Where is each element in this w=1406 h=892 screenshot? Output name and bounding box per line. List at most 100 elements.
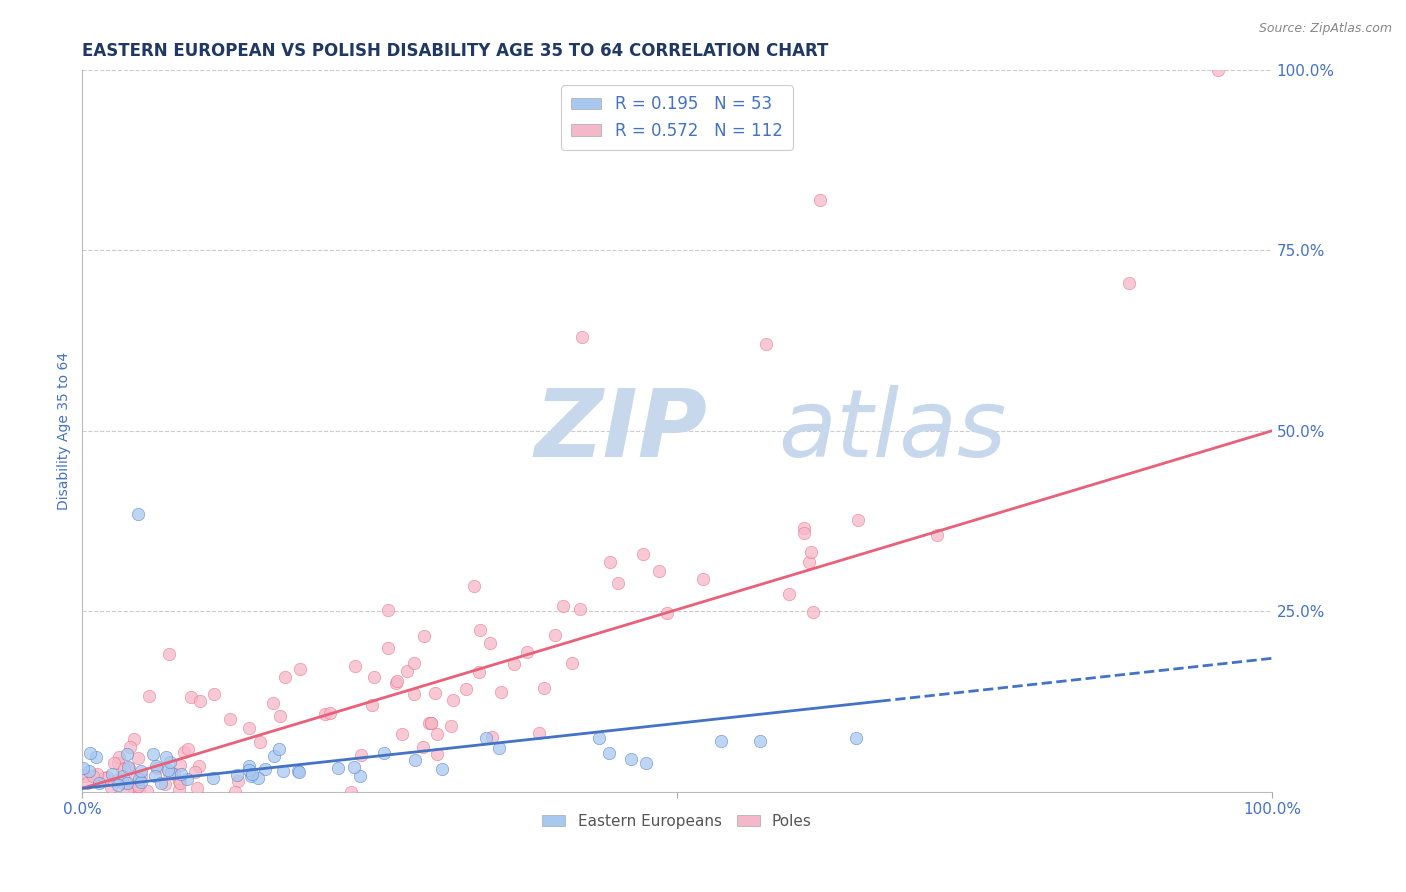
Point [588,731,610,745]
Point [360,698,382,713]
Point [187,758,209,772]
Point [173,745,195,759]
Point [101,767,124,781]
Point [186,780,208,795]
Point [269,708,291,723]
Point [72,761,94,775]
Point [163,766,186,780]
Point [157,764,180,778]
Point [115,776,138,790]
Point [118,739,141,754]
Legend: Eastern Europeans, Poles: Eastern Europeans, Poles [536,807,818,835]
Point [169,776,191,790]
Point [423,685,446,699]
Point [363,670,385,684]
Point [373,746,395,760]
Point [224,785,246,799]
Point [169,758,191,772]
Point [467,665,489,679]
Point [319,706,342,720]
Point [111,776,134,790]
Point [121,779,143,793]
Point [263,748,285,763]
Point [122,732,145,747]
Point [404,753,426,767]
Point [527,726,550,740]
Point [127,779,149,793]
Point [249,735,271,749]
Point [402,687,425,701]
Point [125,772,148,786]
Point [808,193,831,207]
Point [159,755,181,769]
Point [128,784,150,798]
Point [516,645,538,659]
Point [93,771,115,785]
Point [142,747,165,761]
Text: Source: ZipAtlas.com: Source: ZipAtlas.com [1258,22,1392,36]
Point [620,752,643,766]
Point [412,740,434,755]
Point [533,681,555,695]
Point [86,766,108,780]
Point [420,716,443,731]
Point [488,741,510,756]
Point [82,769,104,783]
Point [112,762,135,776]
Point [636,756,658,771]
Point [177,742,200,756]
Point [129,775,152,789]
Point [793,521,815,535]
Point [159,765,181,780]
Point [157,766,180,780]
Point [491,685,513,699]
Point [385,676,408,690]
Point [117,760,139,774]
Point [84,749,107,764]
Point [143,769,166,783]
Point [755,337,778,351]
Point [692,572,714,586]
Point [128,772,150,787]
Point [170,767,193,781]
Point [238,763,260,777]
Point [100,780,122,794]
Point [127,507,149,521]
Point [385,674,408,689]
Point [155,749,177,764]
Point [238,759,260,773]
Point [395,665,418,679]
Point [79,746,101,760]
Point [607,576,630,591]
Point [648,564,671,578]
Point [150,776,173,790]
Point [127,751,149,765]
Point [201,771,224,785]
Point [441,693,464,707]
Point [76,775,98,789]
Point [349,769,371,783]
Point [925,528,948,542]
Point [463,579,485,593]
Point [202,687,225,701]
Point [287,764,309,779]
Point [569,602,592,616]
Point [844,731,866,745]
Text: EASTERN EUROPEAN VS POLISH DISABILITY AGE 35 TO 64 CORRELATION CHART: EASTERN EUROPEAN VS POLISH DISABILITY AG… [83,42,828,60]
Point [246,772,269,786]
Point [167,773,190,788]
Point [456,682,478,697]
Point [377,603,399,617]
Point [426,727,449,741]
Point [1208,62,1230,77]
Point [274,670,297,684]
Point [571,330,593,344]
Point [350,747,373,762]
Point [544,628,567,642]
Point [253,762,276,776]
Point [749,734,772,748]
Point [561,656,583,670]
Point [115,784,138,798]
Point [111,769,134,783]
Point [103,756,125,770]
